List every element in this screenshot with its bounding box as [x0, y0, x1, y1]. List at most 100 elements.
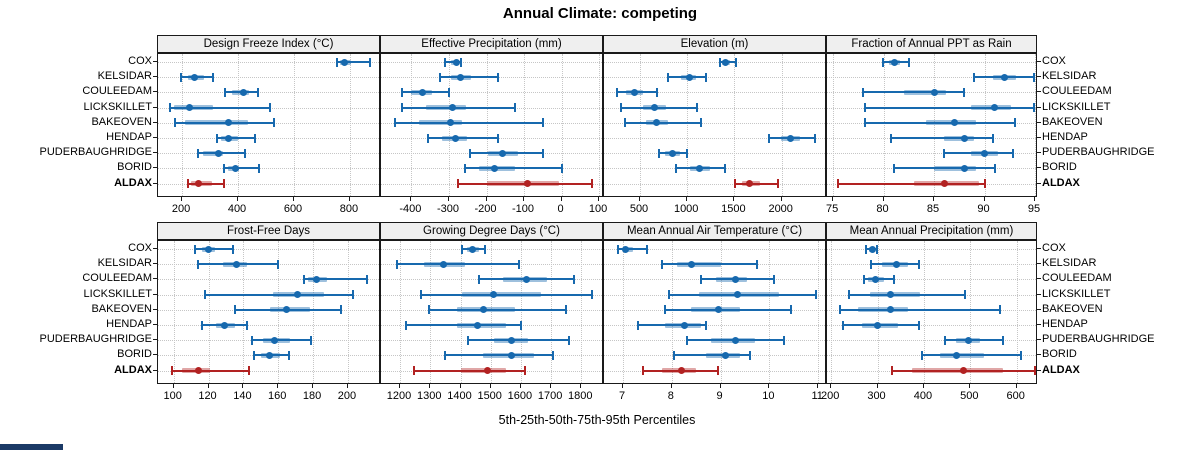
y-tick [153, 293, 157, 295]
grid-line [769, 241, 771, 383]
y-tick [153, 121, 157, 123]
row-label-lickskillet: LICKSKILLET [1042, 100, 1111, 113]
row-label-couleedam: COULEEDAM [1042, 272, 1112, 285]
y-tick [1037, 339, 1041, 341]
x-tick [639, 197, 640, 201]
percentile-whisker [428, 137, 498, 139]
row-label-aldax: ALDAX [1042, 363, 1080, 376]
grid-line [561, 54, 563, 196]
x-tick [922, 384, 924, 388]
median-dot [224, 134, 232, 142]
x-tick [719, 384, 721, 388]
x-tick [523, 197, 524, 201]
percentile-whisker [252, 339, 312, 342]
grid-line [460, 241, 462, 383]
median-dot [453, 58, 460, 66]
x-tick [969, 384, 971, 388]
whisker-cap [496, 133, 499, 143]
whisker-cap [179, 72, 182, 82]
percentile-whisker [625, 121, 702, 124]
grid-line [827, 264, 1036, 266]
grid-line [158, 153, 379, 155]
whisker-cap [893, 274, 896, 284]
whisker-cap [917, 320, 920, 330]
x-tick [733, 197, 735, 201]
y-tick [153, 278, 157, 280]
y-tick [153, 76, 157, 78]
row-label-kelsidar: KELSIDAR [1042, 257, 1097, 270]
row-label-lickskillet: LICKSKILLET [83, 100, 152, 113]
whisker-cap [560, 163, 563, 173]
x-tick [489, 384, 491, 388]
x-tick [207, 384, 209, 388]
grid-line [158, 77, 379, 79]
row-label-hendap: HENDAP [106, 318, 152, 330]
y-tick [1037, 91, 1041, 93]
percentile-whisker [402, 106, 515, 109]
grid-line [599, 54, 601, 196]
median-dot [959, 367, 967, 375]
y-tick [1037, 137, 1041, 138]
y-tick [153, 61, 157, 62]
whisker-cap [862, 87, 865, 97]
whisker-cap [572, 274, 575, 284]
percentile-whisker [413, 369, 526, 372]
whisker-cap [460, 57, 463, 67]
percentile-whisker [838, 182, 985, 185]
percentile-whisker [944, 152, 1013, 155]
x-tick-label: -400 [399, 203, 422, 215]
whisker-cap [776, 179, 779, 189]
whisker-cap [258, 163, 260, 173]
percentile-whisker [428, 308, 567, 311]
median-dot [950, 119, 958, 127]
whisker-cap [964, 290, 967, 300]
median-dot [1001, 73, 1009, 81]
whisker-cap [641, 366, 644, 376]
y-tick [153, 263, 157, 265]
x-tick [882, 197, 884, 201]
grid-line [158, 183, 379, 185]
row-label-puderbaughridge: PUDERBAUGHRIDGE [1042, 333, 1155, 346]
whisker-cap [666, 72, 669, 82]
whisker-cap [700, 274, 703, 284]
whisker-cap [837, 179, 840, 189]
percentile-whisker [893, 167, 995, 170]
whisker-cap [668, 290, 671, 300]
x-tick [830, 384, 832, 388]
percentile-whisker [187, 182, 225, 185]
grid-line [551, 241, 553, 383]
x-tick-label: 75 [825, 203, 839, 215]
grid-line [294, 54, 295, 196]
whisker-cap [875, 244, 878, 254]
x-tick-label: 600 [283, 203, 303, 215]
y-tick [1037, 248, 1041, 249]
x-tick [242, 384, 244, 388]
x-tick-label: 500 [629, 203, 649, 215]
percentile-whisker [664, 308, 792, 311]
median-dot [240, 88, 248, 96]
x-tick-label: -100 [511, 203, 535, 215]
row-label-couleedam: COULEEDAM [1042, 85, 1112, 98]
percentile-whisker [735, 182, 778, 185]
grid-line [158, 370, 379, 372]
panel-frost-free-days [157, 240, 380, 384]
grid-line [430, 241, 432, 383]
row-label-aldax: ALDAX [114, 363, 152, 376]
row-label-bakeoven: BAKEOVEN [91, 302, 152, 315]
whisker-cap [790, 305, 793, 315]
grid-line [381, 62, 602, 63]
median-dot [456, 73, 464, 81]
whisker-cap [196, 148, 199, 158]
whisker-cap [892, 163, 895, 173]
x-tick-label: 1400 [447, 390, 472, 402]
y-tick [1037, 263, 1041, 265]
x-tick-label: 11 [811, 390, 823, 402]
percentile-whisker [621, 106, 698, 109]
percentile-whisker [674, 354, 750, 357]
grid-line [1016, 241, 1018, 383]
x-tick-label: 2000 [768, 203, 793, 215]
whisker-cap [862, 274, 865, 284]
median-dot [283, 306, 291, 314]
percentile-whisker [304, 278, 367, 281]
